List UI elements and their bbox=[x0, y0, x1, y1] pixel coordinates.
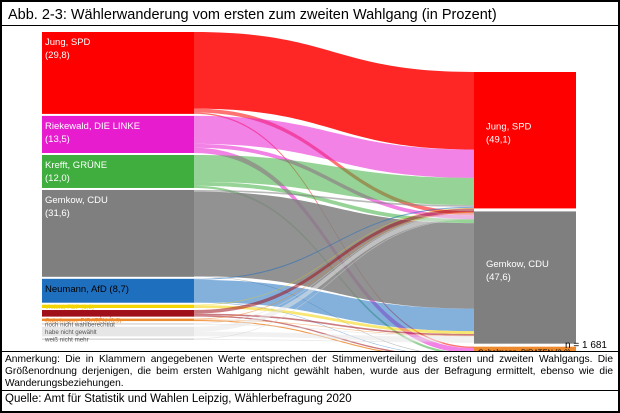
flow-viefeld-fdp-to-jung-spd bbox=[194, 207, 474, 306]
flow-jung-spd-to-gemkow-cdu bbox=[194, 108, 474, 216]
left-node-gabelmann-piraten bbox=[42, 318, 194, 322]
flow-weiss-nicht-mehr-to-jung-spd bbox=[194, 218, 474, 340]
left-node-label: Viefeld, FDP (1,2) bbox=[45, 304, 94, 311]
left-node-habe-nicht-gewaehlt bbox=[42, 326, 194, 337]
left-node-noch-nicht-wahlberechtigt bbox=[42, 323, 194, 325]
left-node-label: Riekewald, DIE LINKE bbox=[45, 121, 140, 132]
left-node-value: (29,8) bbox=[45, 50, 70, 61]
left-node-gemkow-cdu bbox=[42, 189, 194, 277]
flow-krefft-gruene-to-jung-spd bbox=[194, 154, 474, 206]
flow-gemkow-cdu-to-jung-spd bbox=[194, 189, 474, 207]
annotation-text: Anmerkung: Die in Klammern angegebenen W… bbox=[5, 354, 613, 389]
flow-jung-spd-to-jung-spd bbox=[194, 32, 474, 150]
right-node-value: (47,6) bbox=[486, 272, 511, 283]
flow-riekewald-die-linke-to-jung-spd bbox=[194, 115, 474, 178]
flow-sobat-die-partei-to-gemkow-cdu bbox=[194, 313, 474, 336]
flow-gabelmann-piraten-to-jung-spd bbox=[194, 212, 474, 320]
left-node-viefeld-fdp bbox=[42, 304, 194, 309]
left-node-label: Neumann, AfD (8,7) bbox=[45, 284, 129, 295]
chart-area: Jung, SPD (29,8) Riekewald, DIE LINKE (13,5… bbox=[2, 26, 618, 360]
flow-habe-nicht-gewaehlt-to-gemkow-cdu bbox=[194, 331, 474, 342]
left-node-value: (31,6) bbox=[45, 208, 70, 219]
right-node-label: Jung, SPD bbox=[486, 121, 532, 132]
left-node-label: Gabelmann, PIRATEN (0,9) bbox=[45, 317, 121, 324]
figure-title: Abb. 2-3: Wählerwanderung vom ersten zum… bbox=[8, 7, 497, 23]
left-node-value: (13,5) bbox=[45, 134, 70, 145]
right-node-value: (49,1) bbox=[486, 134, 511, 145]
flow-gabelmann-piraten-to-gemkow-cdu bbox=[194, 319, 474, 337]
left-node-label: weiß nicht mehr bbox=[44, 337, 89, 344]
left-node-value: (12,0) bbox=[45, 173, 70, 184]
flow-viefeld-fdp-to-gemkow-cdu bbox=[194, 305, 474, 334]
source-text: Quelle: Amt für Statistik und Wahlen Lei… bbox=[5, 393, 352, 405]
left-node-label: Gemkow, CDU bbox=[45, 195, 108, 206]
left-node-riekewald-die-linke bbox=[42, 115, 194, 153]
left-node-label: Krefft, GRÜNE bbox=[45, 160, 107, 171]
flow-gabelmann-piraten-to-gabelmann-piraten bbox=[194, 319, 474, 360]
left-node-krefft-gruene bbox=[42, 154, 194, 188]
flow-noch-nicht-wahlberechtigt-to-gemkow-cdu bbox=[194, 323, 474, 338]
flow-noch-nicht-wahlberechtigt-to-jung-spd bbox=[194, 212, 474, 324]
left-node-label: Sobat, Die PARTEI (2,4) bbox=[45, 311, 112, 318]
flow-habe-nicht-gewaehlt-to-jung-spd bbox=[194, 213, 474, 332]
sankey-chart: Jung, SPD (29,8) Riekewald, DIE LINKE (13,5… bbox=[42, 32, 607, 360]
sample-size-label: n = 1 681 bbox=[565, 340, 607, 351]
left-node-label: habe nicht gewählt bbox=[45, 329, 97, 336]
left-node-weiss-nicht-mehr bbox=[42, 338, 194, 340]
flow-neumann-afd-to-gemkow-cdu bbox=[194, 279, 474, 332]
flow-neumann-afd-to-jung-spd bbox=[194, 206, 474, 280]
flow-group bbox=[194, 32, 474, 360]
flow-neumann-afd-to-gabelmann-piraten bbox=[194, 302, 474, 357]
left-node-label: noch nicht wahlberechtigt bbox=[45, 321, 115, 328]
note-divider bbox=[0, 351, 618, 352]
left-node-neumann-afd bbox=[42, 278, 194, 303]
left-node-jung-spd bbox=[42, 32, 194, 114]
flow-sobat-die-partei-to-jung-spd bbox=[194, 208, 474, 314]
left-node-sobat-die-partei bbox=[42, 310, 194, 317]
left-node-label: Jung, SPD bbox=[45, 37, 91, 48]
right-node-gemkow-cdu bbox=[474, 211, 576, 344]
flow-weiss-nicht-mehr-to-gemkow-cdu bbox=[194, 339, 474, 343]
right-node-label: Gemkow, CDU bbox=[486, 259, 549, 270]
flow-krefft-gruene-to-gemkow-cdu bbox=[194, 181, 474, 224]
right-node-jung-spd bbox=[474, 72, 576, 209]
title-divider bbox=[0, 25, 618, 26]
source-divider bbox=[0, 390, 618, 391]
